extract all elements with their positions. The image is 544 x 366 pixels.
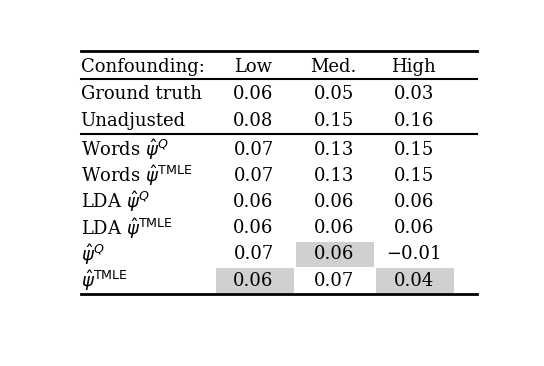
Text: 0.06: 0.06: [233, 85, 274, 104]
Text: $\hat{\psi}^Q$: $\hat{\psi}^Q$: [81, 242, 104, 267]
Text: −0.01: −0.01: [386, 246, 442, 264]
Text: 0.15: 0.15: [394, 141, 434, 158]
Text: 0.13: 0.13: [313, 167, 354, 185]
Text: Confounding:: Confounding:: [81, 58, 205, 76]
FancyBboxPatch shape: [376, 268, 454, 293]
Text: 0.07: 0.07: [313, 272, 354, 290]
Text: 0.07: 0.07: [233, 246, 274, 264]
Text: Low: Low: [234, 58, 273, 76]
Text: High: High: [391, 58, 436, 76]
Text: 0.15: 0.15: [394, 167, 434, 185]
Text: 0.06: 0.06: [393, 219, 434, 237]
Text: 0.03: 0.03: [393, 85, 434, 104]
Text: 0.06: 0.06: [313, 246, 354, 264]
Text: 0.06: 0.06: [313, 219, 354, 237]
Text: 0.06: 0.06: [393, 193, 434, 211]
Text: 0.05: 0.05: [313, 85, 354, 104]
Text: 0.06: 0.06: [313, 193, 354, 211]
Text: 0.06: 0.06: [233, 272, 274, 290]
Text: 0.07: 0.07: [233, 167, 274, 185]
FancyBboxPatch shape: [215, 268, 294, 293]
Text: Words $\hat{\psi}^Q$: Words $\hat{\psi}^Q$: [81, 137, 169, 162]
FancyBboxPatch shape: [296, 242, 374, 267]
Text: LDA $\hat{\psi}^Q$: LDA $\hat{\psi}^Q$: [81, 190, 149, 214]
Text: 0.06: 0.06: [233, 219, 274, 237]
Text: Med.: Med.: [311, 58, 357, 76]
Text: LDA $\hat{\psi}^\mathrm{TMLE}$: LDA $\hat{\psi}^\mathrm{TMLE}$: [81, 216, 172, 241]
Text: 0.07: 0.07: [233, 141, 274, 158]
Text: Unadjusted: Unadjusted: [81, 112, 186, 130]
Text: 0.06: 0.06: [233, 193, 274, 211]
Text: 0.04: 0.04: [394, 272, 434, 290]
Text: Words $\hat{\psi}^\mathrm{TMLE}$: Words $\hat{\psi}^\mathrm{TMLE}$: [81, 164, 192, 188]
Text: Ground truth: Ground truth: [81, 85, 202, 104]
Text: 0.13: 0.13: [313, 141, 354, 158]
Text: 0.08: 0.08: [233, 112, 274, 130]
Text: $\hat{\psi}^\mathrm{TMLE}$: $\hat{\psi}^\mathrm{TMLE}$: [81, 268, 127, 293]
Text: 0.15: 0.15: [313, 112, 354, 130]
Text: 0.16: 0.16: [393, 112, 434, 130]
